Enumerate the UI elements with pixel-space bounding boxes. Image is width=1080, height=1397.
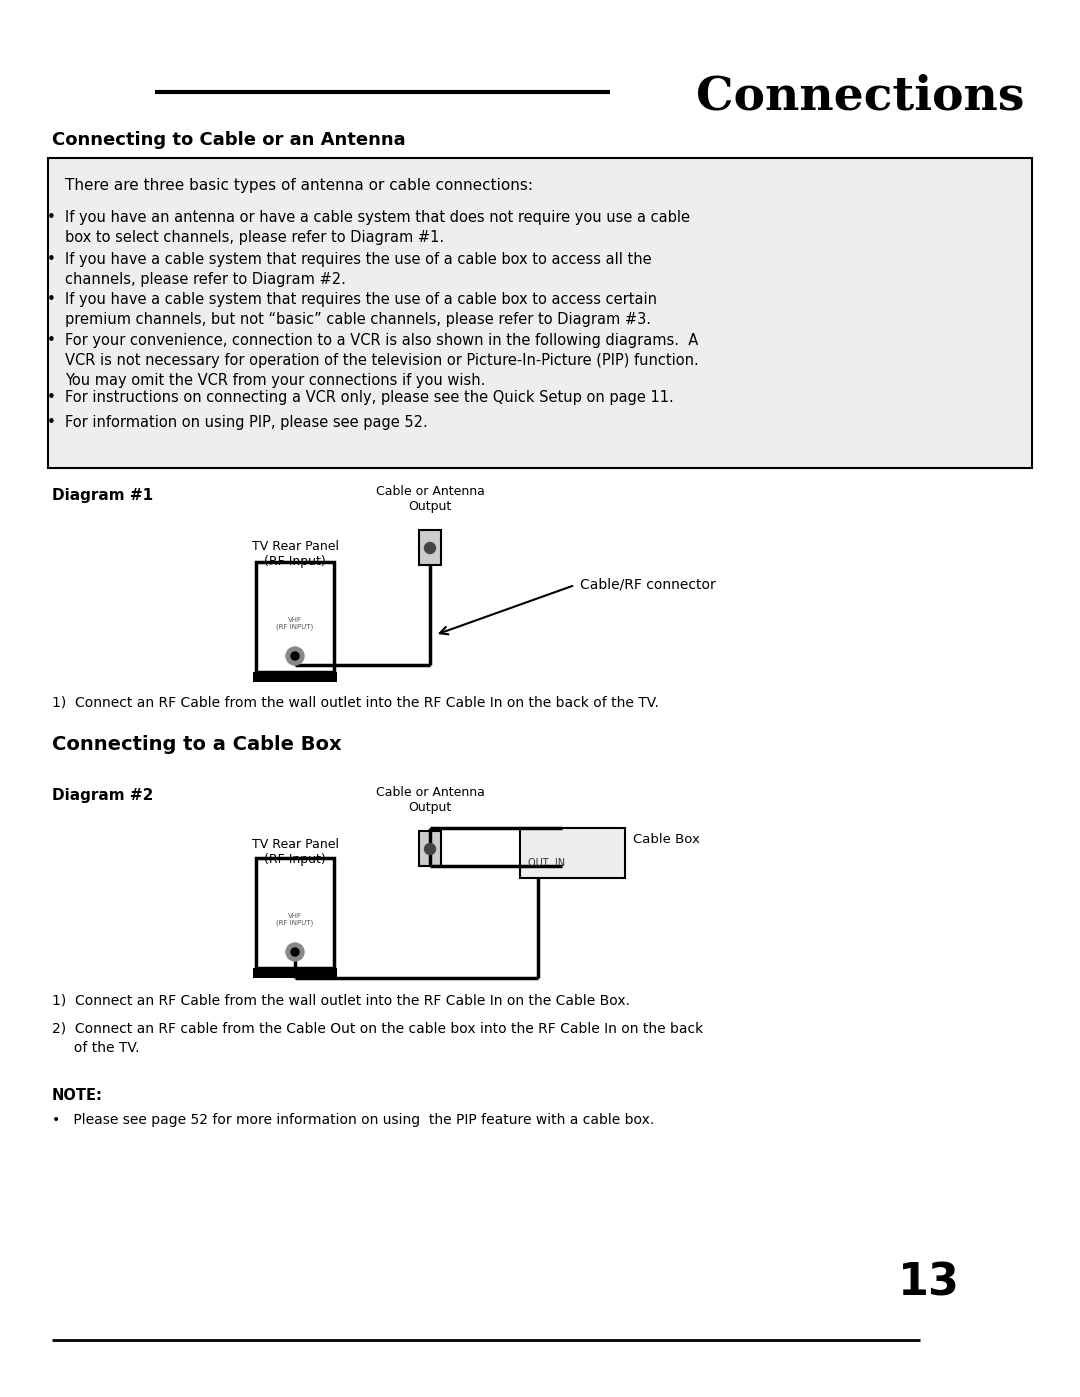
Text: 1)  Connect an RF Cable from the wall outlet into the RF Cable In on the back of: 1) Connect an RF Cable from the wall out…	[52, 694, 659, 710]
Text: •: •	[48, 210, 56, 225]
Text: For information on using PIP, please see page 52.: For information on using PIP, please see…	[65, 415, 428, 430]
Circle shape	[424, 542, 435, 553]
Text: 1)  Connect an RF Cable from the wall outlet into the RF Cable In on the Cable B: 1) Connect an RF Cable from the wall out…	[52, 993, 630, 1007]
Text: Connecting to Cable or an Antenna: Connecting to Cable or an Antenna	[52, 131, 406, 149]
Text: TV Rear Panel
(RF Input): TV Rear Panel (RF Input)	[252, 838, 338, 866]
Bar	[534, 828, 543, 833]
Bar	[256, 858, 334, 968]
Text: For instructions on connecting a VCR only, please see the Quick Setup on page 11: For instructions on connecting a VCR onl…	[65, 390, 674, 405]
Text: •: •	[48, 251, 56, 267]
Circle shape	[286, 943, 303, 961]
Text: Cable Box: Cable Box	[633, 833, 700, 847]
Text: VHF
(RF INPUT): VHF (RF INPUT)	[276, 617, 313, 630]
Text: NOTE:: NOTE:	[52, 1088, 103, 1104]
Bar	[256, 562, 334, 672]
Circle shape	[424, 844, 435, 855]
Text: Connecting to a Cable Box: Connecting to a Cable Box	[52, 735, 341, 754]
Text: Cable or Antenna
Output: Cable or Antenna Output	[376, 485, 485, 513]
Text: •: •	[48, 390, 56, 405]
Text: VHF
(RF INPUT): VHF (RF INPUT)	[276, 914, 313, 926]
Text: Connections: Connections	[697, 73, 1025, 119]
Bar	[48, 158, 1032, 468]
Text: If you have a cable system that requires the use of a cable box to access all th: If you have a cable system that requires…	[65, 251, 651, 286]
Text: Cable/RF connector: Cable/RF connector	[580, 578, 716, 592]
Bar	[557, 828, 567, 833]
Bar	[253, 968, 337, 978]
Text: •   Please see page 52 for more information on using  the PIP feature with a cab: • Please see page 52 for more informatio…	[52, 1113, 654, 1127]
Text: •: •	[48, 332, 56, 348]
Text: Cable or Antenna
Output: Cable or Antenna Output	[376, 787, 485, 814]
Circle shape	[291, 652, 299, 659]
Text: If you have an antenna or have a cable system that does not require you use a ca: If you have an antenna or have a cable s…	[65, 210, 690, 244]
Text: TV Rear Panel
(RF Input): TV Rear Panel (RF Input)	[252, 541, 338, 569]
Text: For your convenience, connection to a VCR is also shown in the following diagram: For your convenience, connection to a VC…	[65, 332, 699, 387]
Circle shape	[291, 949, 299, 956]
Circle shape	[286, 647, 303, 665]
Bar	[519, 828, 625, 877]
Text: Diagram #2: Diagram #2	[52, 788, 153, 803]
Text: 13: 13	[899, 1261, 960, 1305]
Bar	[419, 529, 441, 564]
Text: Diagram #1: Diagram #1	[52, 488, 153, 503]
Text: •: •	[48, 415, 56, 430]
Text: •: •	[48, 292, 56, 307]
Text: OUT  IN: OUT IN	[528, 858, 565, 868]
Text: 2)  Connect an RF cable from the Cable Out on the cable box into the RF Cable In: 2) Connect an RF cable from the Cable Ou…	[52, 1021, 703, 1055]
Bar	[419, 831, 441, 866]
Bar	[253, 672, 337, 682]
Text: If you have a cable system that requires the use of a cable box to access certai: If you have a cable system that requires…	[65, 292, 657, 327]
Text: There are three basic types of antenna or cable connections:: There are three basic types of antenna o…	[65, 177, 534, 193]
